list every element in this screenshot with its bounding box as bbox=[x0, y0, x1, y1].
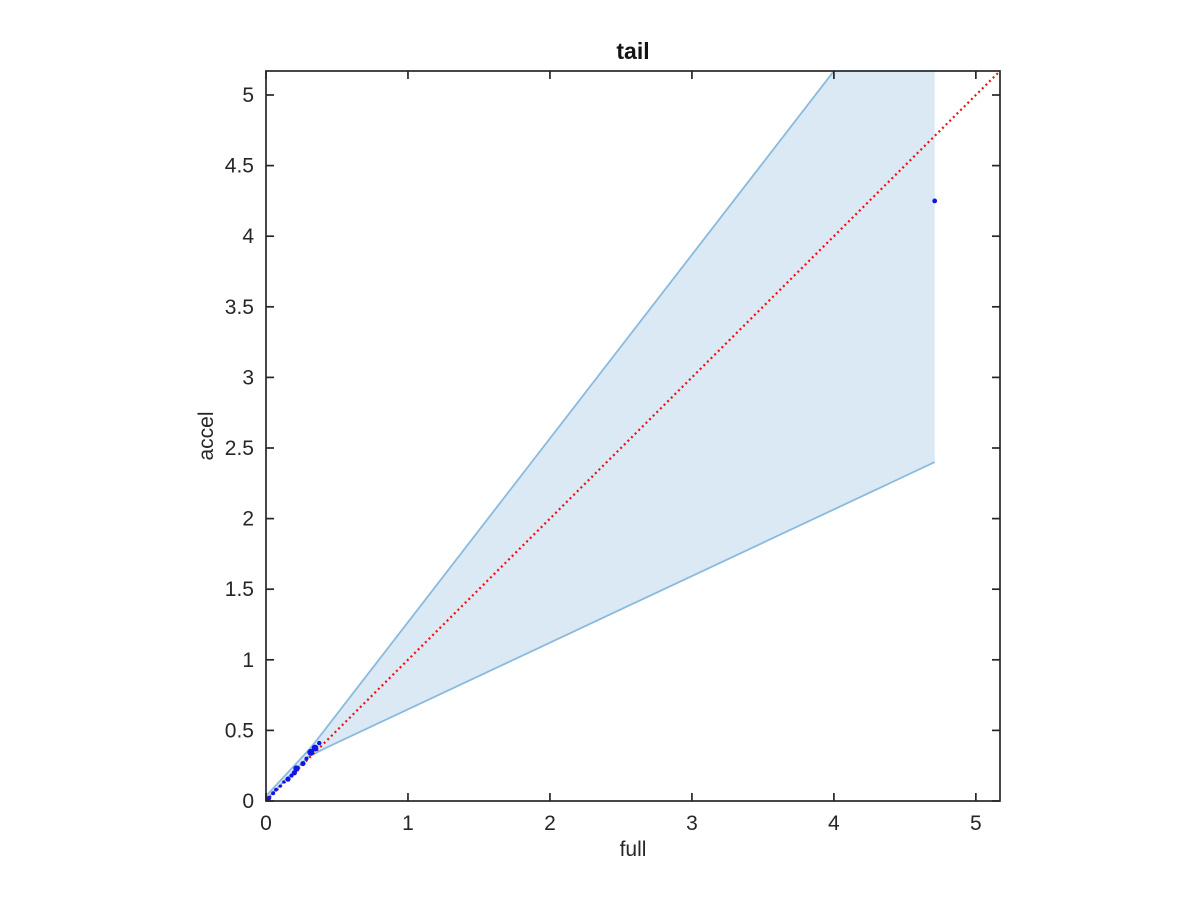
y-tick-label: 5 bbox=[242, 84, 254, 107]
data-point bbox=[293, 765, 300, 772]
y-tick-label: 1.5 bbox=[225, 578, 254, 601]
data-point bbox=[311, 744, 319, 752]
y-tick-label: 2 bbox=[242, 508, 254, 531]
x-axis-label: full bbox=[619, 838, 647, 861]
y-tick-label: 3.5 bbox=[225, 296, 254, 319]
y-tick-label: 3 bbox=[242, 366, 254, 389]
x-tick-label: 0 bbox=[260, 812, 272, 835]
confidence-band bbox=[266, 71, 935, 800]
x-tick-label: 4 bbox=[828, 812, 840, 835]
data-point bbox=[274, 787, 278, 792]
y-tick-label: 2.5 bbox=[225, 437, 254, 460]
data-point bbox=[278, 784, 282, 788]
x-tick-label: 1 bbox=[402, 812, 414, 835]
x-tick-label: 2 bbox=[544, 812, 556, 835]
data-point bbox=[300, 760, 306, 767]
axes-frame bbox=[265, 70, 1001, 802]
data-point bbox=[932, 198, 938, 204]
y-tick-label: 4 bbox=[242, 225, 254, 248]
identity-line bbox=[266, 71, 1000, 801]
data-point bbox=[266, 795, 272, 801]
y-tick-label: 0.5 bbox=[225, 719, 254, 742]
chart-title: tail bbox=[616, 38, 650, 64]
data-point bbox=[282, 780, 286, 784]
data-point bbox=[317, 740, 322, 746]
x-tick-label: 5 bbox=[970, 812, 982, 835]
data-point bbox=[285, 776, 291, 782]
data-point bbox=[304, 756, 309, 761]
y-tick-label: 4.5 bbox=[225, 155, 254, 178]
band-upper-edge bbox=[266, 71, 836, 797]
plot-inner bbox=[266, 71, 1000, 801]
data-point bbox=[307, 748, 315, 756]
scatter-series bbox=[266, 198, 938, 801]
y-tick-label: 1 bbox=[242, 649, 254, 672]
data-point bbox=[271, 791, 276, 796]
x-tick-label: 3 bbox=[686, 812, 698, 835]
y-tick-label: 0 bbox=[242, 790, 254, 813]
axis-ticks bbox=[265, 71, 1000, 802]
